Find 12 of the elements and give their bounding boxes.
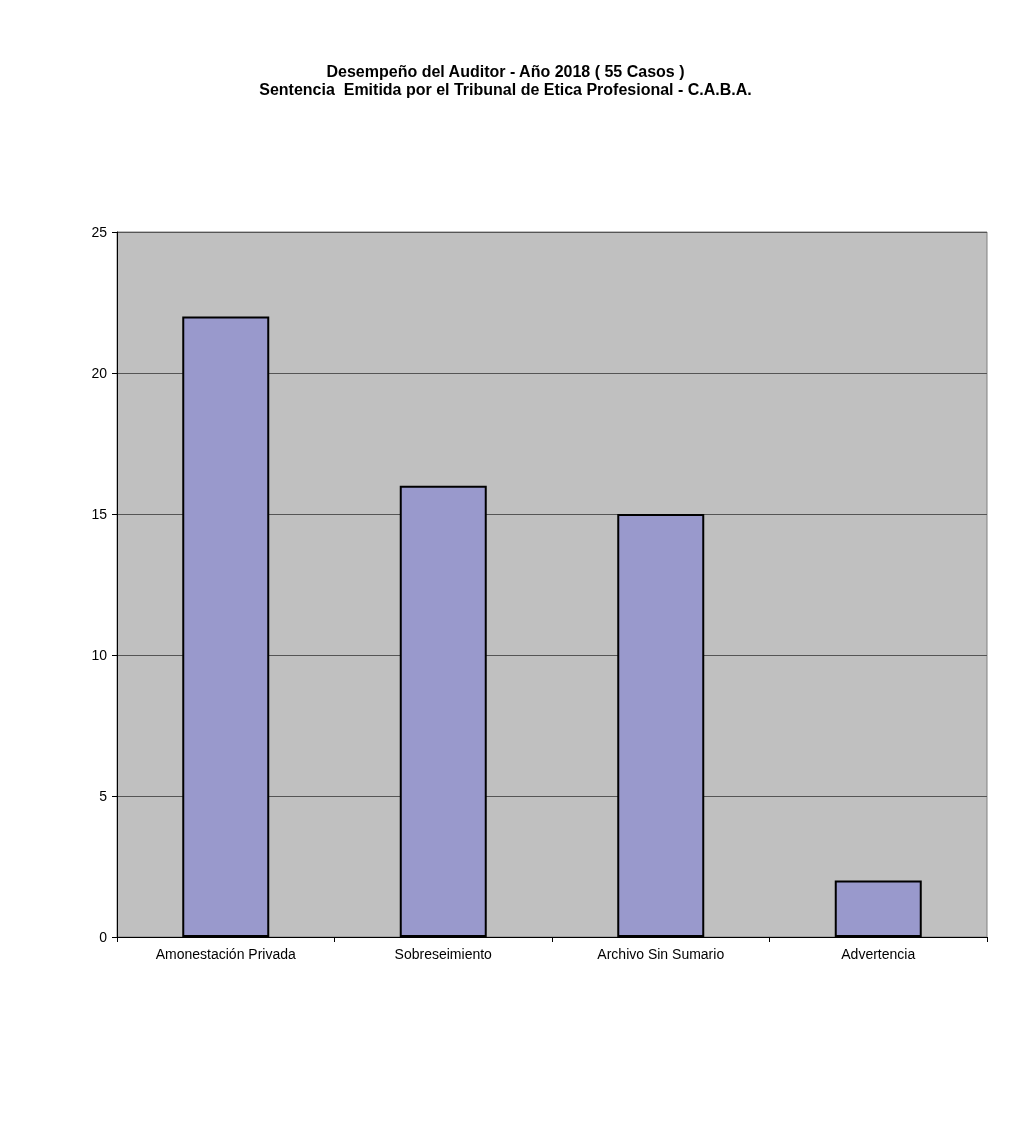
chart-subtitle: Sentencia Emitida por el Tribunal de Etica Profesional - C.A.B.A. xyxy=(259,80,752,98)
y-tick-label: 25 xyxy=(91,224,108,240)
y-tick-label: 15 xyxy=(91,506,108,522)
y-tick-label: 20 xyxy=(91,365,108,381)
x-tick-label: Amonestación Privada xyxy=(155,946,296,962)
y-tick-label: 5 xyxy=(99,788,108,804)
y-tick-label: 0 xyxy=(99,929,108,945)
chart-title: Desempeño del Auditor - Año 2018 ( 55 Casos ) xyxy=(326,62,685,80)
y-tick-label: 10 xyxy=(91,647,108,663)
x-tick-label: Sobreseimiento xyxy=(394,946,493,962)
x-tick-label: Archivo Sin Sumario xyxy=(597,946,725,962)
x-tick-label: Advertencia xyxy=(841,946,916,962)
